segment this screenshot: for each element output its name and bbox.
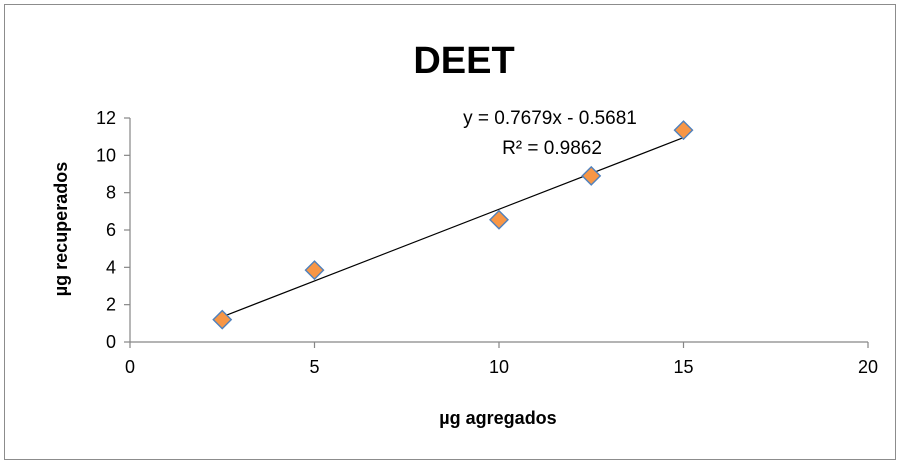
y-tick-label: 0 (106, 332, 116, 352)
trendline-equation: y = 0.7679x - 0.5681 (463, 108, 637, 129)
y-tick-label: 4 (106, 257, 116, 277)
axes (129, 118, 868, 343)
x-tick-label: 5 (309, 357, 319, 377)
x-tick-label: 10 (489, 357, 509, 377)
chart-title: DEET (413, 40, 514, 82)
data-point (304, 260, 325, 281)
x-tick-label: 20 (858, 357, 878, 377)
y-tick-label: 12 (96, 108, 116, 128)
y-tick-label: 8 (106, 183, 116, 203)
y-axis-title: µg recuperados (51, 162, 71, 296)
trendline-r-squared: R² = 0.9862 (502, 138, 602, 159)
chart-area (4, 4, 896, 460)
y-tick-label: 10 (96, 145, 116, 165)
trendline-group (222, 137, 684, 318)
data-point (581, 165, 602, 186)
data-points (212, 120, 694, 330)
tick-labels: 0 2 4 6 8 10 12 0 5 10 15 20 (96, 108, 878, 377)
trendline (222, 137, 684, 318)
tick-marks (124, 117, 869, 348)
x-tick-label: 0 (125, 357, 135, 377)
data-point (212, 309, 233, 330)
x-axis-title: µg agregados (439, 408, 556, 428)
data-point (673, 120, 694, 141)
y-tick-label: 2 (106, 295, 116, 315)
x-tick-label: 15 (673, 357, 693, 377)
y-tick-label: 6 (106, 220, 116, 240)
data-point (489, 209, 509, 230)
